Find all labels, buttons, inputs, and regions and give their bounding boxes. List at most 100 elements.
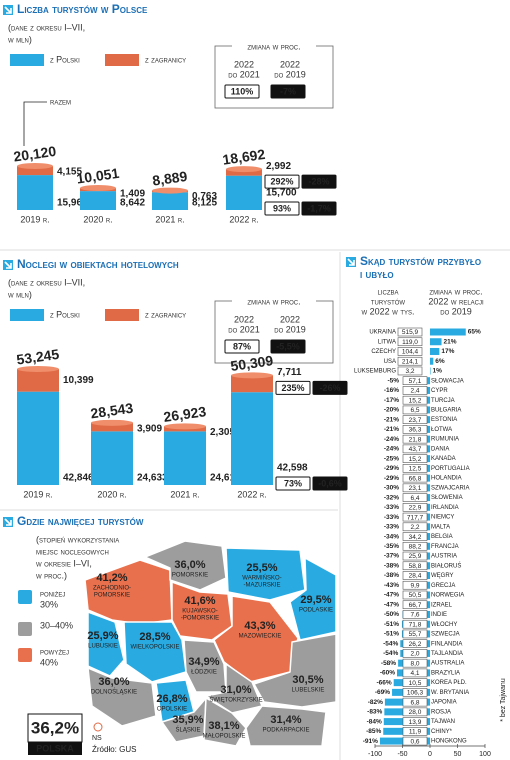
- region-value: 34,9%: [188, 656, 219, 668]
- value-label: 7,711: [277, 367, 302, 378]
- tourists-label: 43,7: [409, 446, 422, 453]
- region-value: 41,6%: [184, 595, 215, 607]
- category-label: Brazylia: [431, 670, 460, 676]
- bar-segment: [91, 422, 133, 432]
- category-label: Finlandia: [431, 641, 462, 647]
- section-icon-arrow: [4, 6, 12, 14]
- region-name: Lubuskie: [88, 644, 118, 650]
- region-name: Świętokrzyskie: [209, 696, 262, 704]
- tourists-box: [402, 668, 428, 678]
- tourists-label: 9,9: [410, 582, 419, 589]
- value-label: -29%: [384, 465, 399, 472]
- category-label: Niemcy: [431, 515, 454, 521]
- tourists-box: [402, 717, 428, 726]
- map-description: w proc.): [36, 570, 67, 580]
- value-label: -54%: [383, 640, 398, 647]
- value-label: -66%: [377, 679, 392, 686]
- bar-segment: [91, 431, 133, 485]
- tourists-box: [402, 541, 428, 551]
- tourists-box: [402, 658, 428, 668]
- total-label: 53,245: [16, 346, 61, 368]
- x-tick-label: 2022 r.: [229, 214, 258, 224]
- value-label: 8,125: [192, 198, 217, 209]
- region-value: 35,9%: [172, 714, 203, 726]
- chart-subtitle: w mln): [8, 289, 32, 299]
- country-name: Polska: [36, 743, 74, 753]
- region-value: 30,5%: [292, 674, 323, 686]
- category-label: Łotwa: [431, 427, 452, 433]
- category-label: Irlandia: [431, 505, 459, 511]
- region: [87, 611, 125, 677]
- bar: [427, 377, 430, 385]
- category-label: Tajwan: [431, 719, 455, 725]
- chart-title: Noclegi w obiektach hotelowych: [17, 257, 179, 271]
- value-label: 0,763: [192, 191, 217, 202]
- bar-cap: [226, 166, 262, 173]
- tourists-box: [402, 639, 428, 648]
- category-label: Norwegia: [431, 593, 464, 599]
- region-name: Małopolskie: [203, 734, 246, 740]
- x-tick-label: 2020 r.: [97, 489, 126, 499]
- tourists-label: 8,0: [410, 660, 419, 667]
- map-description: w okresie I–VI,: [36, 558, 92, 568]
- tourists-box: [397, 366, 423, 376]
- x-tick-label: 50: [454, 751, 462, 758]
- x-tick-label: 2019 r.: [20, 214, 49, 224]
- tourists-box: [402, 512, 428, 522]
- change-badge: [264, 201, 300, 216]
- value-label: 1,409: [120, 189, 145, 200]
- category-label: Japonia: [431, 700, 457, 706]
- tourists-box: [402, 619, 428, 629]
- value-label: -29%: [384, 475, 399, 482]
- change-label: 73%: [284, 478, 302, 488]
- change-column-label: do 2021: [228, 324, 260, 334]
- column-header: do 2019: [440, 306, 472, 316]
- bar: [430, 347, 440, 355]
- value-label: -21%: [384, 416, 399, 423]
- bar-segment: [80, 191, 116, 210]
- change-badge: [224, 339, 260, 354]
- change-badge: [312, 380, 348, 395]
- category-label: Czechy: [371, 349, 396, 355]
- tourists-label: 6,5: [410, 407, 419, 414]
- value-label: -21%: [384, 426, 399, 433]
- legend-label: z zagranicy: [145, 54, 186, 64]
- change-column-label: do 2019: [274, 324, 306, 334]
- category-label: Włochy: [431, 622, 457, 628]
- tourists-box: [402, 697, 428, 707]
- value-label: -50%: [384, 611, 399, 618]
- region-name: Kujawsko-: [182, 609, 217, 615]
- tourists-box: [402, 571, 428, 580]
- value-label: -47%: [384, 601, 399, 608]
- change-box-gap: [232, 298, 316, 306]
- tourists-label: 23,1: [409, 485, 422, 492]
- change-label: -1,7%: [307, 203, 331, 213]
- chart-subtitle: (dane z okresu I–VII,: [8, 22, 85, 32]
- tourists-label: 23,7: [409, 417, 422, 424]
- value-label: -33%: [384, 524, 399, 531]
- total-label: 50,309: [230, 352, 275, 374]
- region-name: Warmińsko-: [242, 575, 281, 582]
- change-title: zmiana w proc.: [247, 41, 300, 51]
- category-label: Belgia: [431, 534, 453, 540]
- change-badge: [270, 84, 306, 99]
- legend-label: poniżej: [40, 588, 65, 598]
- tourists-label: 26,2: [409, 641, 422, 648]
- tourists-label: 28,0: [409, 709, 422, 716]
- chart-title: i ubyło: [360, 267, 394, 281]
- region-value: 26,8%: [156, 693, 187, 705]
- region-name: -pomorskie: [181, 616, 219, 622]
- value-label: -38%: [384, 562, 399, 569]
- bar-cap: [17, 366, 59, 372]
- tourists-label: 88,2: [409, 543, 422, 550]
- value-label: -35%: [384, 543, 399, 550]
- tourists-label: 22,9: [409, 505, 422, 512]
- map-description: miejsc noclegowych: [36, 546, 109, 556]
- bar-cap: [231, 372, 273, 379]
- tourists-box: [402, 376, 428, 386]
- value-label: -5%: [387, 377, 399, 384]
- region-value: 31,4%: [270, 714, 301, 726]
- tourists-box: [402, 600, 428, 610]
- legend-label: 30–40%: [40, 620, 73, 630]
- country-name-box: [28, 742, 82, 755]
